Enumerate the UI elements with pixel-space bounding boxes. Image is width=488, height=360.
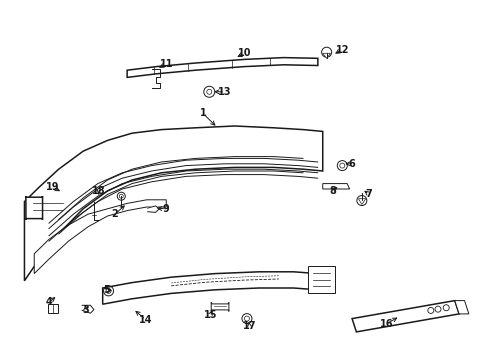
Text: 15: 15 xyxy=(203,310,217,320)
Polygon shape xyxy=(358,199,365,204)
Text: 4: 4 xyxy=(45,297,52,307)
Polygon shape xyxy=(322,53,330,58)
Polygon shape xyxy=(34,200,166,274)
Text: 17: 17 xyxy=(242,321,256,331)
FancyBboxPatch shape xyxy=(26,196,42,220)
FancyBboxPatch shape xyxy=(211,302,228,311)
Text: 1: 1 xyxy=(199,108,206,118)
Text: 10: 10 xyxy=(237,48,251,58)
Text: 13: 13 xyxy=(218,87,231,97)
Text: 14: 14 xyxy=(139,315,152,325)
Text: 16: 16 xyxy=(379,319,392,329)
Text: 5: 5 xyxy=(103,285,110,295)
Text: 11: 11 xyxy=(159,59,173,69)
Text: 9: 9 xyxy=(163,204,169,214)
Polygon shape xyxy=(454,301,468,314)
Polygon shape xyxy=(24,126,322,281)
Text: 3: 3 xyxy=(82,305,89,315)
Polygon shape xyxy=(127,58,317,77)
Polygon shape xyxy=(307,266,334,293)
Text: 2: 2 xyxy=(111,209,118,219)
Text: 12: 12 xyxy=(335,45,348,55)
Text: 19: 19 xyxy=(46,182,60,192)
Text: 8: 8 xyxy=(328,186,335,196)
Polygon shape xyxy=(351,301,458,332)
Text: 7: 7 xyxy=(365,189,372,199)
Polygon shape xyxy=(48,304,58,313)
Text: 18: 18 xyxy=(92,186,105,196)
Polygon shape xyxy=(147,206,159,212)
Polygon shape xyxy=(102,272,317,304)
Text: 6: 6 xyxy=(348,159,355,169)
Polygon shape xyxy=(322,184,349,189)
